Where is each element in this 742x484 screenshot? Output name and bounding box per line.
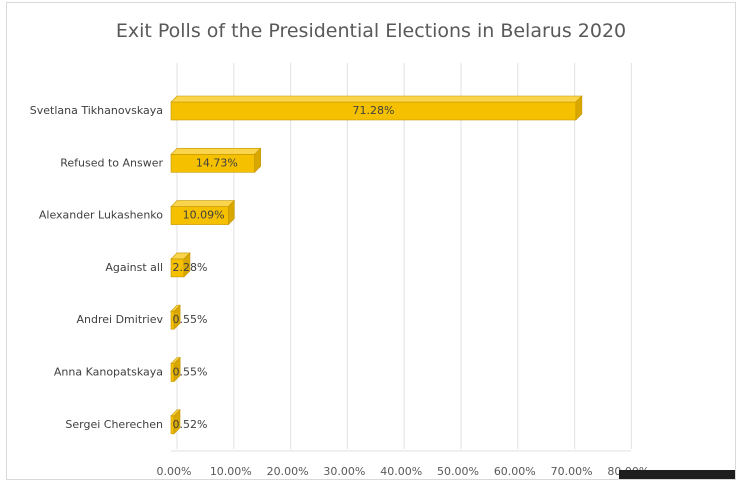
bar-side — [173, 304, 181, 330]
x-tick-label: 50.00% — [437, 465, 479, 478]
bar-side — [228, 199, 235, 226]
chart-title: Exit Polls of the Presidential Elections… — [116, 20, 626, 42]
data-label: 0.55% — [173, 313, 208, 326]
category-label: Alexander Lukashenko — [39, 209, 163, 222]
bar-side — [173, 409, 181, 435]
data-label: 14.73% — [196, 156, 238, 169]
category-label: Against all — [105, 261, 163, 274]
x-tick-label: 0.00% — [157, 465, 192, 478]
bar-side — [254, 147, 261, 174]
data-label: 0.55% — [173, 366, 208, 379]
label-layer: Svetlana Tikhanovskaya 71.28% Refused to A… — [30, 104, 395, 431]
x-tick-label: 60.00% — [494, 465, 536, 478]
x-tick-label: 10.00% — [210, 465, 252, 478]
category-label: Anna Kanopatskaya — [54, 366, 163, 379]
data-label: 0.52% — [173, 418, 208, 431]
corner-watermark — [619, 470, 735, 479]
category-label: Refused to Answer — [60, 156, 163, 169]
bar-side — [183, 252, 191, 278]
bar-side — [575, 95, 583, 121]
data-label: 71.28% — [352, 104, 394, 117]
chart-frame: Exit Polls of the Presidential Elections… — [6, 2, 736, 480]
bar — [170, 304, 181, 330]
x-tick-label: 20.00% — [267, 465, 309, 478]
x-tick-label: 40.00% — [380, 465, 422, 478]
bar — [170, 409, 181, 435]
bar — [170, 252, 191, 278]
category-label: Andrei Dmitriev — [77, 313, 164, 326]
bar-layer — [170, 95, 583, 435]
data-label: 2.28% — [173, 261, 208, 274]
bar-top — [170, 95, 583, 103]
bar — [170, 95, 583, 121]
bar — [170, 199, 236, 226]
tick-layer: 0.00% 10.00% 20.00% 30.00% 40.00% 50.00% 60.00… — [157, 465, 650, 478]
category-label: Svetlana Tikhanovskaya — [30, 104, 163, 117]
bar — [170, 147, 262, 174]
x-tick-label: 30.00% — [323, 465, 365, 478]
exit-poll-chart: Exit Polls of the Presidential Elections… — [30, 20, 650, 478]
bar-side — [173, 356, 181, 383]
x-tick-label: 70.00% — [551, 465, 593, 478]
grid-layer — [171, 63, 633, 452]
bar-top — [170, 148, 262, 155]
bar — [170, 356, 181, 383]
data-label: 10.09% — [183, 209, 225, 222]
bar-top — [170, 200, 236, 207]
category-label: Sergei Cherechen — [65, 418, 163, 431]
